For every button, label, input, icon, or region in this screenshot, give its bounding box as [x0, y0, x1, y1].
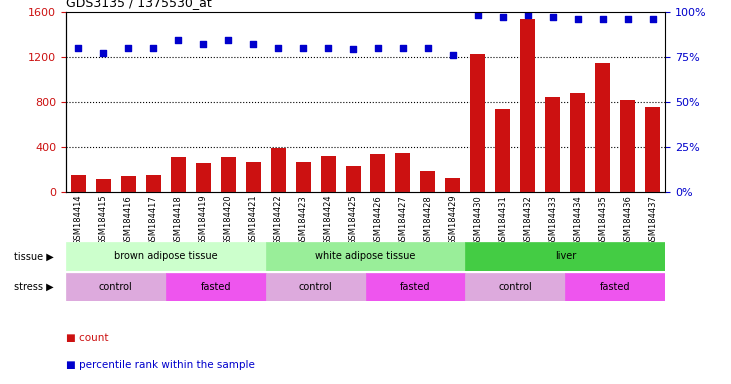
Point	[622, 16, 634, 22]
Point	[547, 14, 558, 20]
Point	[447, 52, 459, 58]
Bar	[66, 273, 166, 301]
Text: GDS3135 / 1375530_at: GDS3135 / 1375530_at	[66, 0, 211, 9]
Bar	[620, 100, 635, 192]
Point	[122, 45, 134, 51]
Point	[472, 12, 484, 18]
Text: control: control	[499, 282, 532, 292]
Bar	[166, 273, 265, 301]
Point	[347, 46, 359, 53]
Point	[397, 45, 409, 51]
Text: ■ percentile rank within the sample: ■ percentile rank within the sample	[66, 360, 254, 370]
Point	[372, 45, 384, 51]
Bar	[145, 174, 161, 192]
Text: fasted: fasted	[200, 282, 231, 292]
Bar	[520, 20, 535, 192]
Text: fasted: fasted	[400, 282, 431, 292]
Bar	[466, 242, 665, 271]
Point	[647, 16, 659, 22]
Text: fasted: fasted	[600, 282, 631, 292]
Bar	[366, 273, 466, 301]
Bar	[121, 176, 136, 192]
Point	[72, 45, 84, 51]
Bar	[265, 273, 366, 301]
Bar	[371, 154, 385, 192]
Bar	[545, 97, 561, 192]
Bar	[66, 242, 265, 271]
Point	[322, 45, 334, 51]
Text: tissue ▶: tissue ▶	[14, 251, 54, 262]
Bar	[346, 166, 360, 192]
Point	[272, 45, 284, 51]
Bar	[466, 273, 565, 301]
Point	[197, 41, 209, 47]
Bar	[471, 55, 485, 192]
Bar	[221, 157, 235, 192]
Bar	[295, 162, 311, 192]
Bar	[320, 156, 336, 192]
Point	[173, 37, 184, 43]
Text: liver: liver	[555, 251, 576, 262]
Point	[497, 14, 509, 20]
Bar	[645, 107, 660, 192]
Text: white adipose tissue: white adipose tissue	[315, 251, 416, 262]
Bar	[496, 109, 510, 192]
Point	[298, 45, 309, 51]
Bar	[420, 171, 436, 192]
Text: control: control	[299, 282, 333, 292]
Point	[572, 16, 583, 22]
Text: ■ count: ■ count	[66, 333, 108, 343]
Point	[148, 45, 159, 51]
Point	[522, 12, 534, 18]
Bar	[96, 179, 111, 192]
Point	[597, 16, 609, 22]
Bar	[71, 174, 86, 192]
Point	[422, 45, 433, 51]
Text: stress ▶: stress ▶	[14, 282, 54, 292]
Point	[247, 41, 259, 47]
Bar	[565, 273, 665, 301]
Point	[97, 50, 109, 56]
Bar	[170, 157, 186, 192]
Bar	[270, 148, 286, 192]
Bar	[246, 162, 260, 192]
Text: brown adipose tissue: brown adipose tissue	[114, 251, 218, 262]
Bar	[265, 242, 466, 271]
Bar	[595, 63, 610, 192]
Bar	[570, 93, 586, 192]
Bar	[395, 152, 411, 192]
Bar	[196, 163, 211, 192]
Text: control: control	[99, 282, 132, 292]
Bar	[445, 178, 461, 192]
Point	[222, 37, 234, 43]
